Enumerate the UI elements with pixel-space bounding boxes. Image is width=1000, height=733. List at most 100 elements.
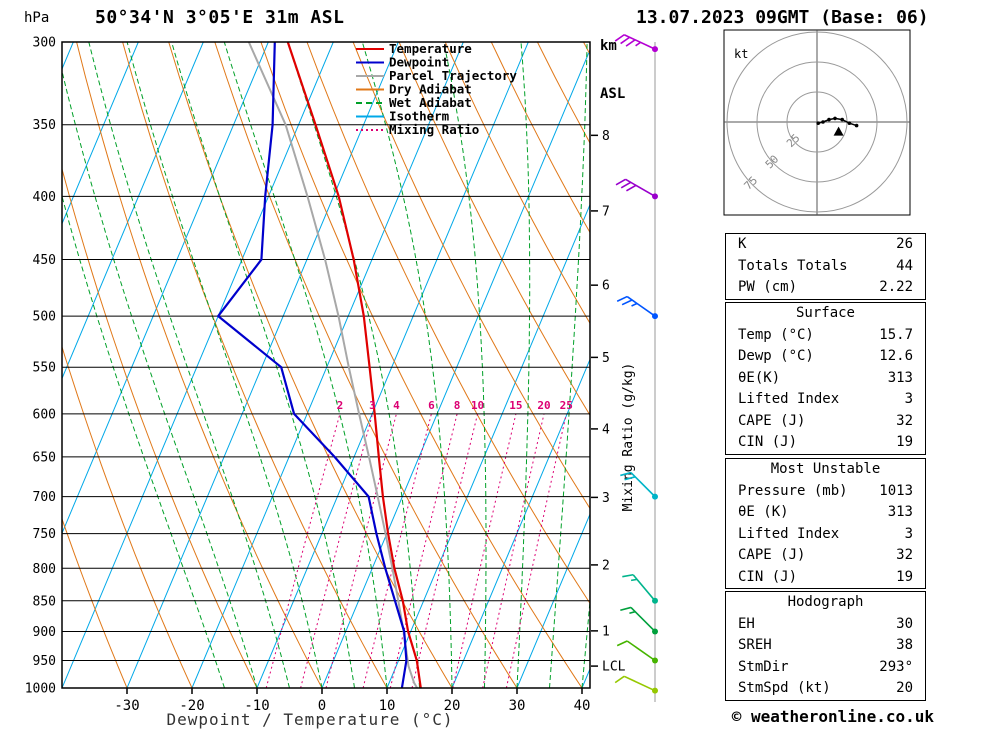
svg-text:15: 15 — [509, 399, 522, 412]
profiles — [217, 42, 422, 688]
svg-text:600: 600 — [33, 407, 56, 422]
svg-text:Mixing Ratio: Mixing Ratio — [389, 122, 479, 137]
row-k: K 26 — [738, 236, 913, 252]
wind-barb — [620, 606, 656, 633]
svg-text:1: 1 — [602, 624, 610, 639]
parcel-trajectory-line — [247, 42, 419, 688]
temperature-line — [286, 42, 422, 688]
wind-barb — [620, 471, 656, 498]
run-datetime: 13.07.2023 09GMT (Base: 06) — [636, 7, 929, 28]
svg-text:700: 700 — [33, 490, 56, 505]
row-sreh: SREH 38 — [738, 637, 913, 653]
svg-text:8: 8 — [454, 399, 461, 412]
svg-text:-20: -20 — [179, 698, 204, 714]
svg-text:7: 7 — [602, 204, 610, 219]
svg-text:2: 2 — [337, 399, 344, 412]
wind-barb — [622, 573, 656, 602]
surface-table: Surface Temp (°C) 15.7 Dewp (°C) 12.6 θE(K… — [725, 302, 926, 455]
svg-text:550: 550 — [33, 361, 56, 376]
hodograph-table: Hodograph EH 30 SREH 38 StmDir 293° StmSpd … — [725, 591, 926, 701]
svg-text:450: 450 — [33, 253, 56, 268]
row-pw: PW (cm) 2.22 — [738, 279, 913, 295]
row-surface-lifted-index: Lifted Index 3 — [738, 391, 913, 407]
svg-text:30: 30 — [509, 698, 526, 714]
km-label: km — [600, 38, 617, 54]
svg-text:40: 40 — [574, 698, 591, 714]
svg-text:750: 750 — [33, 527, 56, 542]
svg-text:2: 2 — [602, 558, 610, 573]
svg-text:1000: 1000 — [25, 682, 56, 697]
wind-barb — [615, 178, 656, 198]
svg-text:4: 4 — [393, 399, 400, 412]
plot-frame — [61, 41, 591, 689]
indices-table: K 26 Totals Totals 44 PW (cm) 2.22 — [725, 233, 926, 300]
svg-text:850: 850 — [33, 594, 56, 609]
svg-text:20: 20 — [537, 399, 550, 412]
row-surface-cin: CIN (J) 19 — [738, 434, 913, 450]
wind-barb — [614, 34, 656, 50]
svg-text:900: 900 — [33, 625, 56, 640]
svg-text:LCL: LCL — [602, 660, 626, 675]
row-totals-totals: Totals Totals 44 — [738, 257, 913, 274]
wind-barb — [616, 640, 656, 662]
axis-labels: 3003504004505005506006507007508008509009… — [25, 36, 636, 715]
dewpoint-line — [217, 42, 408, 688]
svg-text:350: 350 — [33, 118, 56, 133]
svg-text:5: 5 — [602, 351, 610, 366]
svg-text:Dry Adiabat: Dry Adiabat — [389, 82, 472, 97]
hodograph-table-title: Hodograph — [787, 594, 864, 610]
svg-text:-10: -10 — [244, 698, 269, 714]
svg-text:Temperature: Temperature — [389, 41, 472, 56]
svg-text:Isotherm: Isotherm — [389, 109, 450, 124]
svg-text:25: 25 — [560, 399, 573, 412]
surface-table-title: Surface — [795, 305, 855, 321]
svg-text:650: 650 — [33, 450, 56, 465]
wind-barb — [614, 675, 656, 692]
skewt-background — [62, 42, 590, 688]
wind-barb-column — [614, 34, 658, 702]
x-axis-label: Dewpoint / Temperature (°C) — [166, 710, 454, 729]
station-title: 50°34'N 3°05'E 31m ASL — [95, 7, 345, 28]
storm-motion-marker — [833, 126, 844, 136]
row-mu-cin: CIN (J) 19 — [738, 568, 913, 585]
svg-text:Parcel Trajectory: Parcel Trajectory — [389, 68, 517, 83]
svg-text:6: 6 — [602, 279, 610, 294]
svg-text:3: 3 — [602, 491, 610, 506]
svg-text:4: 4 — [602, 422, 610, 437]
most-unstable-title: Most Unstable — [770, 461, 881, 477]
height-axis-unit: km ASL — [600, 6, 634, 134]
svg-text:Wet Adiabat: Wet Adiabat — [389, 95, 472, 110]
row-surface-theta-e: θE(K) 313 — [738, 369, 913, 386]
svg-text:8: 8 — [602, 129, 610, 144]
row-mu-cape: CAPE (J) 32 — [738, 547, 913, 563]
row-mu-pressure: Pressure (mb) 1013 — [738, 482, 913, 499]
svg-text:950: 950 — [33, 654, 56, 669]
svg-text:20: 20 — [444, 698, 461, 714]
svg-text:0: 0 — [318, 698, 326, 714]
row-surface-temp: Temp (°C) 15.7 — [738, 326, 913, 343]
most-unstable-table: Most Unstable Pressure (mb) 1013 θE (K) 31… — [725, 458, 926, 589]
svg-text:kt: kt — [734, 47, 748, 61]
svg-text:Mixing Ratio (g/kg): Mixing Ratio (g/kg) — [621, 363, 636, 512]
svg-text:500: 500 — [33, 310, 56, 325]
svg-text:10: 10 — [471, 399, 484, 412]
row-mu-lifted-index: Lifted Index 3 — [738, 525, 913, 542]
row-stmdir: StmDir 293° — [738, 658, 913, 675]
row-stmspd: StmSpd (kt) 20 — [738, 680, 913, 696]
svg-text:6: 6 — [428, 399, 435, 412]
svg-text:400: 400 — [33, 190, 56, 205]
row-surface-cape: CAPE (J) 32 — [738, 412, 913, 429]
pressure-axis-unit: hPa — [24, 10, 50, 26]
wind-barb — [616, 295, 656, 317]
svg-text:3: 3 — [369, 399, 376, 412]
svg-text:Dewpoint: Dewpoint — [389, 55, 449, 70]
row-eh: EH 30 — [738, 615, 913, 632]
row-surface-dewp: Dewp (°C) 12.6 — [738, 348, 913, 364]
asl-label: ASL — [600, 86, 626, 102]
row-mu-theta-e: θE (K) 313 — [738, 504, 913, 520]
svg-text:10: 10 — [379, 698, 396, 714]
